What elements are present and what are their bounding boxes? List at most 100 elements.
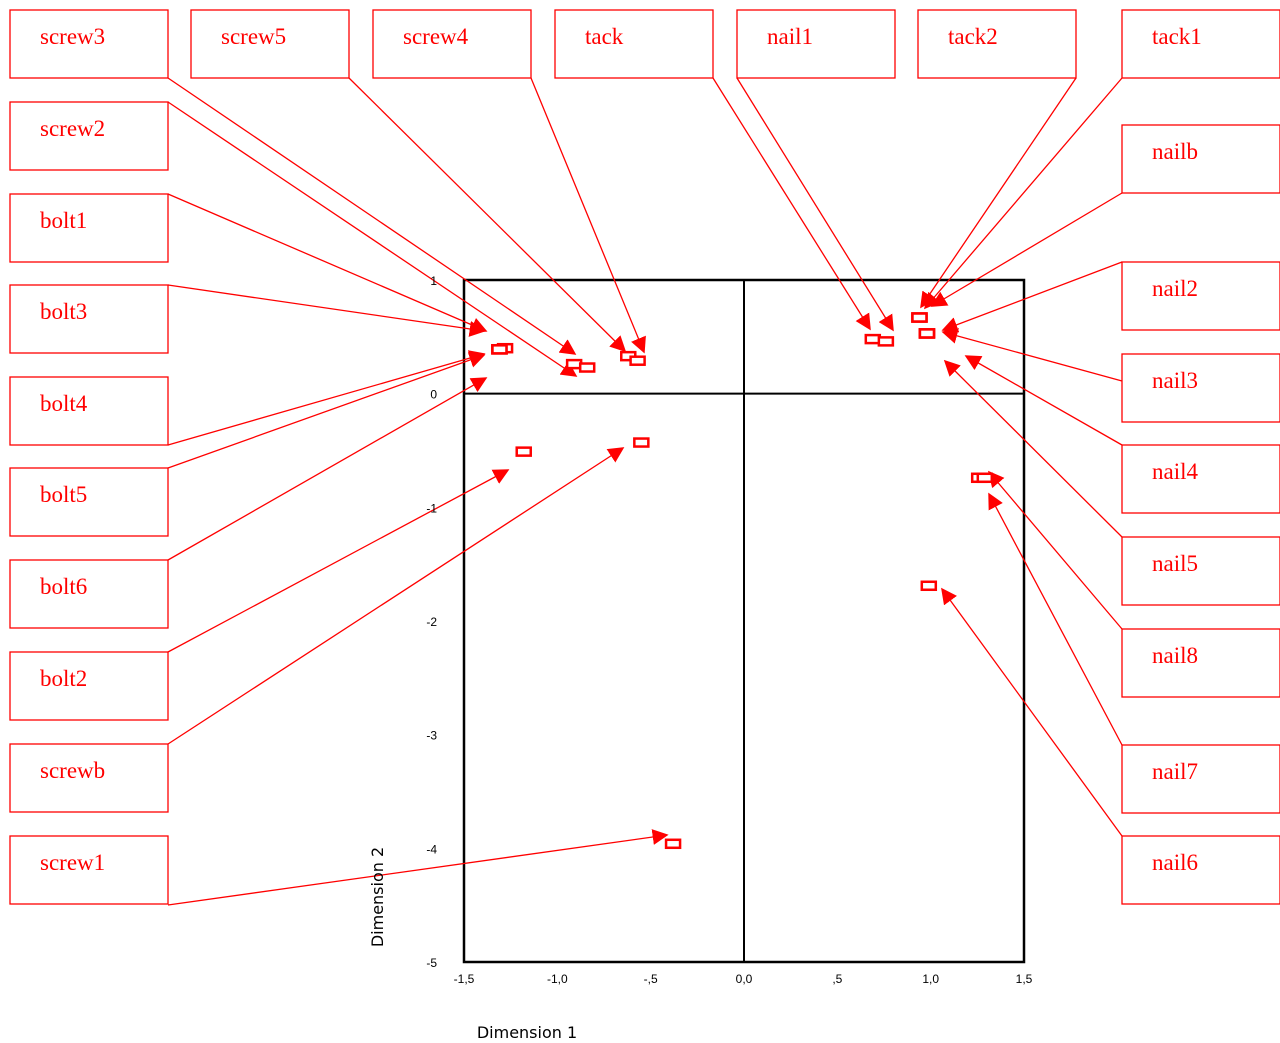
label-box-nail6: nail6 bbox=[1121, 835, 1280, 905]
y-tick-label: -2 bbox=[426, 615, 437, 629]
y-tick-label: 1 bbox=[430, 274, 437, 288]
label-text-screw3: screw3 bbox=[40, 24, 105, 49]
leader-nailb bbox=[930, 192, 1123, 307]
label-box-tack: tack bbox=[554, 9, 714, 79]
label-text-nail8: nail8 bbox=[1152, 643, 1198, 668]
label-box-nail8: nail8 bbox=[1121, 628, 1280, 698]
leader-nail3 bbox=[941, 328, 1123, 382]
label-box-tack1: tack1 bbox=[1121, 9, 1280, 79]
label-box-bolt4: bolt4 bbox=[9, 376, 169, 446]
y-tick-label: -3 bbox=[426, 729, 437, 743]
point-nailb bbox=[911, 312, 928, 323]
point-nail5 bbox=[918, 328, 936, 339]
leader-tack bbox=[712, 77, 871, 331]
label-box-nail3: nail3 bbox=[1121, 353, 1280, 423]
point-screwb bbox=[633, 437, 650, 448]
label-box-bolt5: bolt5 bbox=[9, 467, 169, 537]
label-box-nail2: nail2 bbox=[1121, 261, 1280, 331]
y-axis-ticks: 1 0 -1 -2 -3 -4 -5 bbox=[426, 274, 437, 970]
leader-bolt1 bbox=[167, 193, 488, 333]
leader-bolt6 bbox=[167, 377, 488, 561]
label-text-tack: tack bbox=[585, 24, 624, 49]
label-text-nail6: nail6 bbox=[1152, 850, 1198, 875]
label-text-bolt3: bolt3 bbox=[40, 299, 87, 324]
x-tick-label: 0,0 bbox=[736, 972, 753, 986]
label-box-nail4: nail4 bbox=[1121, 444, 1280, 514]
label-box-screwb: screwb bbox=[9, 743, 169, 813]
label-text-bolt5: bolt5 bbox=[40, 482, 87, 507]
x-tick-label: -1,5 bbox=[454, 972, 475, 986]
leader-bolt2 bbox=[167, 469, 510, 653]
label-box-bolt2: bolt2 bbox=[9, 651, 169, 721]
label-text-tack1: tack1 bbox=[1152, 24, 1202, 49]
leader-nail8 bbox=[987, 470, 1123, 630]
point-screw4 bbox=[629, 355, 646, 366]
label-box-bolt6: bolt6 bbox=[9, 559, 169, 629]
leader-nail4 bbox=[964, 355, 1123, 446]
y-tick-label: -4 bbox=[426, 842, 437, 856]
x-axis-title: Dimension 1 bbox=[477, 1023, 577, 1042]
leader-screw2 bbox=[167, 101, 578, 377]
leader-screw4 bbox=[530, 77, 646, 354]
label-box-nail1: nail1 bbox=[736, 9, 896, 79]
x-axis-ticks: -1,5 -1,0 -,5 0,0 ,5 1,0 1,5 bbox=[454, 972, 1033, 986]
leader-nail2 bbox=[941, 261, 1123, 333]
leader-screw5 bbox=[348, 77, 627, 353]
label-box-nailb: nailb bbox=[1121, 124, 1280, 194]
x-tick-label: 1,0 bbox=[922, 972, 939, 986]
label-text-nail1: nail1 bbox=[767, 24, 813, 49]
leader-nail7 bbox=[988, 492, 1123, 746]
label-text-screw5: screw5 bbox=[221, 24, 286, 49]
leader-bolt5 bbox=[167, 352, 486, 469]
label-box-nail7: nail7 bbox=[1121, 744, 1280, 814]
leader-lines bbox=[167, 77, 1123, 906]
label-text-nail3: nail3 bbox=[1152, 368, 1198, 393]
leader-tack2 bbox=[920, 77, 1077, 309]
leader-screwb bbox=[167, 447, 625, 745]
label-box-screw2: screw2 bbox=[9, 101, 169, 171]
label-text-bolt1: bolt1 bbox=[40, 208, 87, 233]
label-text-screw2: screw2 bbox=[40, 116, 105, 141]
label-text-screw1: screw1 bbox=[40, 850, 105, 875]
point-bolt2 bbox=[515, 446, 532, 457]
leader-tack1 bbox=[923, 77, 1123, 310]
leader-bolt3 bbox=[167, 284, 486, 337]
label-text-screw4: screw4 bbox=[403, 24, 469, 49]
label-text-bolt2: bolt2 bbox=[40, 666, 87, 691]
point-nail7 bbox=[976, 472, 994, 484]
point-labels: screw3 screw5 screw4 tack nail1 tack2 tack1 scr… bbox=[9, 9, 1280, 905]
label-box-bolt3: bolt3 bbox=[9, 284, 169, 354]
label-text-tack2: tack2 bbox=[948, 24, 998, 49]
y-tick-label: -5 bbox=[426, 956, 437, 970]
y-tick-label: 0 bbox=[430, 388, 437, 402]
label-box-nail5: nail5 bbox=[1121, 536, 1280, 606]
point-screw1 bbox=[664, 838, 682, 850]
point-screw2 bbox=[578, 362, 596, 373]
label-text-screwb: screwb bbox=[40, 758, 105, 783]
label-text-nail4: nail4 bbox=[1152, 459, 1198, 484]
x-tick-label: -,5 bbox=[644, 972, 658, 986]
label-text-nail7: nail7 bbox=[1152, 759, 1198, 784]
y-tick-label: -1 bbox=[426, 501, 437, 515]
leader-bolt4 bbox=[167, 350, 486, 446]
label-box-screw1: screw1 bbox=[9, 835, 169, 905]
x-tick-label: ,5 bbox=[832, 972, 842, 986]
x-tick-label: 1,5 bbox=[1016, 972, 1033, 986]
point-nail6 bbox=[920, 580, 938, 592]
leader-screw3 bbox=[167, 77, 577, 355]
label-text-nail5: nail5 bbox=[1152, 551, 1198, 576]
label-box-screw5: screw5 bbox=[190, 9, 350, 79]
x-tick-label: -1,0 bbox=[547, 972, 568, 986]
data-points bbox=[491, 312, 994, 850]
leader-nail5 bbox=[943, 359, 1123, 538]
label-text-nail2: nail2 bbox=[1152, 276, 1198, 301]
label-text-bolt6: bolt6 bbox=[40, 574, 87, 599]
label-box-bolt1: bolt1 bbox=[9, 193, 169, 263]
point-nail1 bbox=[877, 336, 895, 347]
label-text-nailb: nailb bbox=[1152, 139, 1198, 164]
leader-nail1 bbox=[736, 77, 894, 332]
leader-nail6 bbox=[941, 587, 1123, 837]
label-box-screw3: screw3 bbox=[9, 9, 169, 79]
y-axis-title: Dimension 2 bbox=[368, 847, 387, 947]
